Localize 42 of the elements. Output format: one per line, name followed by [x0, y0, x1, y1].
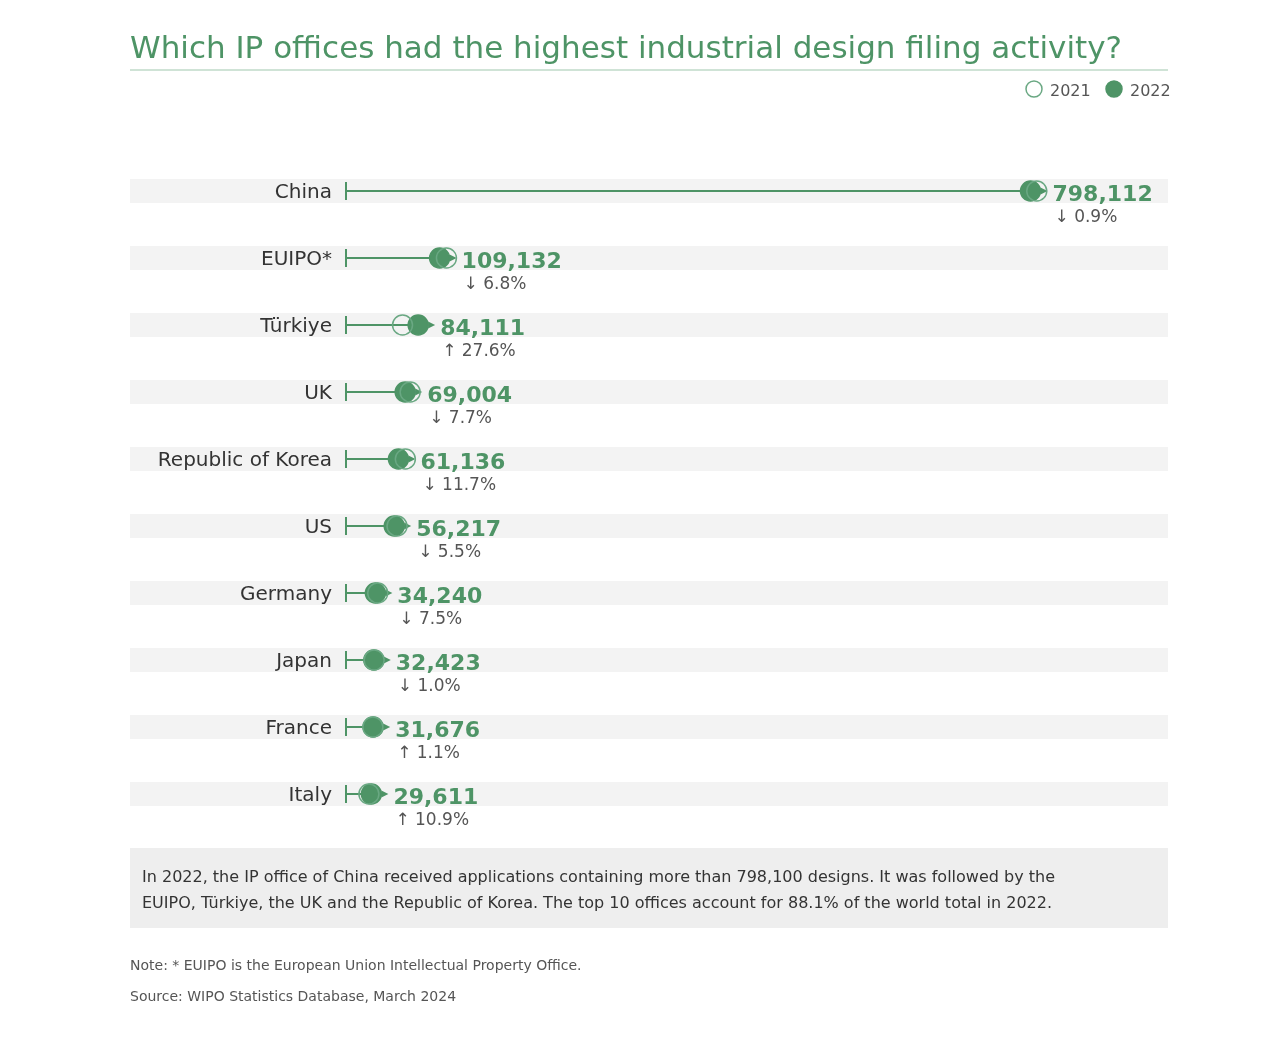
annotation: ↓ 6.8% [463, 273, 527, 293]
annotation: ↓ 7.7% [429, 407, 493, 427]
y-tick-label: UK [304, 380, 333, 404]
data-label: 84,111 [440, 315, 526, 340]
legend-label: 2021 [1050, 81, 1091, 100]
source-note: Source: WIPO Statistics Database, March 2024 [130, 988, 457, 1004]
y-tick-label: France [265, 715, 332, 739]
annotation: ↑ 1.1% [397, 742, 461, 762]
data-label: 798,112 [1052, 181, 1153, 206]
data-label: 69,004 [427, 382, 513, 407]
y-tick-label: Italy [288, 782, 333, 806]
annotation: ↓ 7.5% [399, 608, 463, 628]
y-tick-label: Japan [274, 648, 332, 672]
data-label: 109,132 [461, 248, 562, 273]
data-label: 34,240 [397, 583, 483, 608]
point [391, 314, 414, 336]
y-tick-label: China [274, 179, 332, 203]
y-tick-label: Republic of Korea [157, 447, 332, 471]
chart-title: Which IP offices had the highest industrial design filing activity? [130, 29, 1122, 65]
annotation: ↓ 0.9% [1054, 206, 1118, 226]
y-tick-label: Türkiye [259, 313, 332, 337]
annotation: ↓ 1.0% [397, 675, 461, 695]
annotation: ↑ 27.6% [442, 340, 516, 360]
y-tick-label: US [304, 514, 332, 538]
point [1026, 180, 1048, 202]
annotation: ↓ 11.7% [422, 474, 497, 494]
y-tick-label: EUIPO* [261, 246, 332, 270]
data-label: 61,136 [420, 449, 506, 474]
data-label: 32,423 [395, 650, 481, 675]
point [407, 314, 429, 336]
y-tick-label: Germany [240, 581, 333, 605]
annotation: ↑ 10.9% [395, 809, 470, 829]
point [399, 381, 421, 403]
data-label: 31,676 [395, 717, 481, 742]
text: In 2022, the IP office of China received applications containing more than 798,100 designs. It was followed by the EUIPO, Türkiye, the UK and the Republic of Korea. The top 10 offices account for 88.1% of the world total in 2022. [142, 867, 1055, 912]
point [394, 448, 417, 470]
text: Note: * EUIPO is the European Union Intellectual Property Office. [130, 957, 582, 973]
data-label: 29,611 [393, 784, 479, 809]
point [435, 247, 458, 269]
annotation: ↓ 5.5% [418, 541, 482, 561]
data-label: 56,217 [416, 516, 502, 541]
legend-label: 2022 [1130, 81, 1171, 100]
